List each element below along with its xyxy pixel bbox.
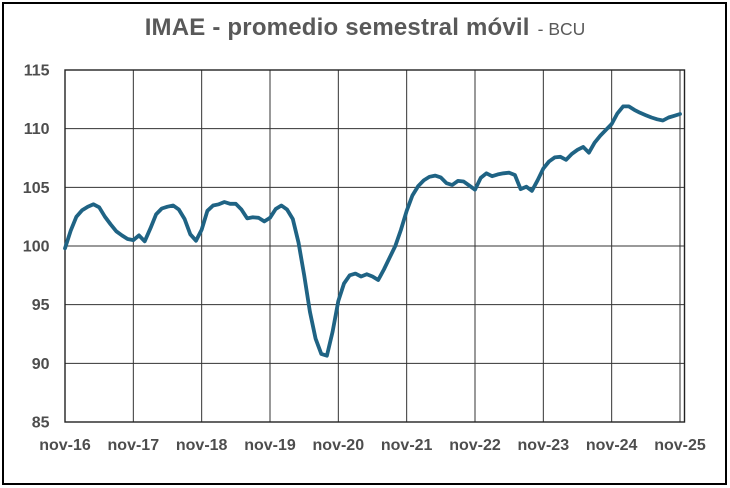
x-tick-label: nov-19 <box>244 437 296 454</box>
y-tick-label: 105 <box>23 180 50 197</box>
imae-series-line <box>63 104 682 358</box>
y-tick-label: 115 <box>24 63 50 80</box>
y-tick-label: 90 <box>32 356 50 373</box>
x-tick-label: nov-16 <box>39 437 91 454</box>
x-tick-label: nov-25 <box>654 437 706 454</box>
y-tick-label: 100 <box>23 239 50 256</box>
y-tick-label: 95 <box>32 297 50 314</box>
x-tick-label: nov-17 <box>108 437 160 454</box>
chart-title-main: IMAE - promedio semestral móvil <box>144 14 530 41</box>
x-tick-label: nov-22 <box>449 437 501 454</box>
x-tick-label: nov-20 <box>313 437 365 454</box>
y-tick-label: 110 <box>24 121 50 138</box>
x-tick-label: nov-23 <box>518 437 570 454</box>
x-tick-label: nov-24 <box>586 437 638 454</box>
x-tick-label: nov-21 <box>381 437 433 454</box>
y-tick-label: 85 <box>32 415 50 432</box>
chart-title: IMAE - promedio semestral móvil - BCU <box>0 14 730 50</box>
x-tick-label: nov-18 <box>176 437 228 454</box>
chart-title-suffix: - BCU <box>537 19 586 39</box>
